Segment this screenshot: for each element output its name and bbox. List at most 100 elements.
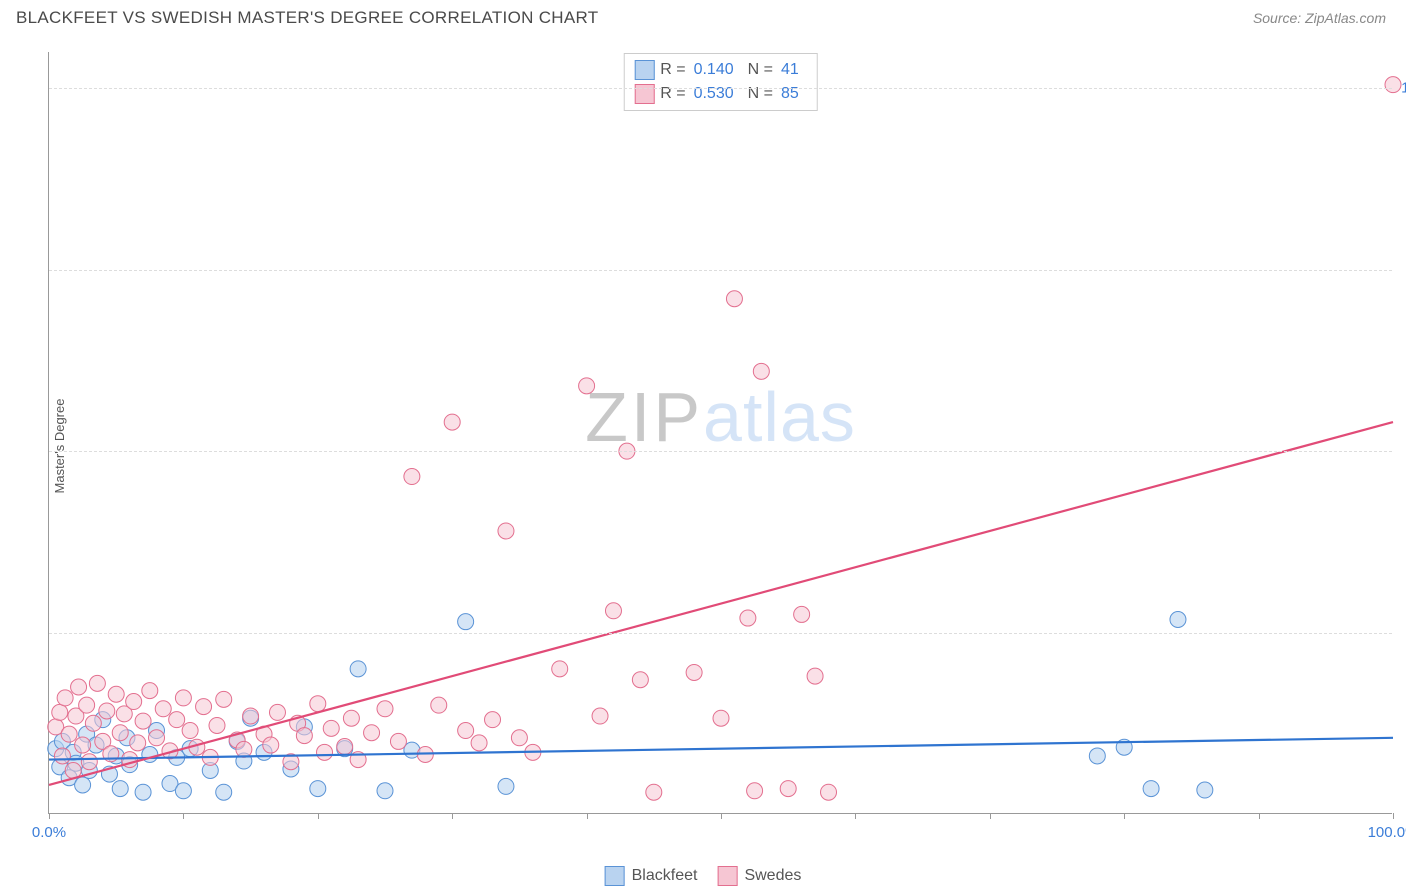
data-point <box>404 469 420 485</box>
data-point <box>390 733 406 749</box>
scatter-svg <box>49 52 1392 813</box>
chart-plot-area: ZIPatlas R = 0.140N = 41R = 0.530N = 85 … <box>48 52 1392 814</box>
data-point <box>126 694 142 710</box>
x-tick <box>183 813 184 819</box>
y-tick-label: 100.0% <box>1397 80 1406 97</box>
data-point <box>511 730 527 746</box>
data-point <box>753 363 769 379</box>
gridline <box>49 451 1392 452</box>
chart-title: BLACKFEET VS SWEDISH MASTER'S DEGREE COR… <box>16 8 598 28</box>
data-point <box>81 754 97 770</box>
data-point <box>130 735 146 751</box>
data-point <box>85 715 101 731</box>
data-point <box>310 781 326 797</box>
data-point <box>216 691 232 707</box>
data-point <box>726 291 742 307</box>
chart-source: Source: ZipAtlas.com <box>1253 10 1386 26</box>
x-tick <box>452 813 453 819</box>
legend-n-value: 41 <box>779 61 807 79</box>
x-tick-label: 0.0% <box>32 824 66 841</box>
data-point <box>1170 612 1186 628</box>
legend-series-item: Swedes <box>717 866 801 886</box>
y-tick-label: 75.0% <box>1397 261 1406 278</box>
data-point <box>592 708 608 724</box>
data-point <box>498 523 514 539</box>
data-point <box>1089 748 1105 764</box>
legend-series-item: Blackfeet <box>605 866 698 886</box>
data-point <box>79 697 95 713</box>
data-point <box>155 701 171 717</box>
legend-swatch <box>717 866 737 886</box>
data-point <box>89 675 105 691</box>
data-point <box>579 378 595 394</box>
y-tick-label: 25.0% <box>1397 624 1406 641</box>
x-tick <box>990 813 991 819</box>
data-point <box>112 781 128 797</box>
gridline <box>49 270 1392 271</box>
data-point <box>458 614 474 630</box>
data-point <box>444 414 460 430</box>
data-point <box>71 679 87 695</box>
chart-header: BLACKFEET VS SWEDISH MASTER'S DEGREE COR… <box>0 0 1406 32</box>
data-point <box>99 703 115 719</box>
legend-r-value: 0.140 <box>692 61 742 79</box>
data-point <box>646 784 662 800</box>
data-point <box>169 712 185 728</box>
data-point <box>149 730 165 746</box>
data-point <box>552 661 568 677</box>
legend-series-label: Blackfeet <box>632 867 698 885</box>
data-point <box>605 603 621 619</box>
data-point <box>310 696 326 712</box>
data-point <box>57 690 73 706</box>
x-tick <box>1124 813 1125 819</box>
data-point <box>780 781 796 797</box>
data-point <box>175 690 191 706</box>
data-point <box>243 708 259 724</box>
data-point <box>740 610 756 626</box>
legend-series: Blackfeet Swedes <box>605 866 802 886</box>
x-tick <box>587 813 588 819</box>
x-tick <box>1393 813 1394 819</box>
x-tick <box>855 813 856 819</box>
x-tick <box>721 813 722 819</box>
data-point <box>431 697 447 713</box>
data-point <box>821 784 837 800</box>
y-tick-label: 50.0% <box>1397 443 1406 460</box>
x-tick-label: 100.0% <box>1368 824 1406 841</box>
gridline <box>49 633 1392 634</box>
data-point <box>458 723 474 739</box>
data-point <box>1197 782 1213 798</box>
data-point <box>1143 781 1159 797</box>
data-point <box>236 741 252 757</box>
data-point <box>364 725 380 741</box>
data-point <box>175 783 191 799</box>
data-point <box>112 725 128 741</box>
data-point <box>216 784 232 800</box>
data-point <box>75 737 91 753</box>
gridline <box>49 88 1392 89</box>
data-point <box>377 701 393 717</box>
legend-stats: R = 0.140N = 41R = 0.530N = 85 <box>623 53 818 111</box>
legend-r-label: R = <box>660 61 685 79</box>
legend-stats-row: R = 0.140 N = 41 <box>634 58 807 82</box>
legend-series-label: Swedes <box>744 867 801 885</box>
data-point <box>807 668 823 684</box>
data-point <box>135 713 151 729</box>
data-point <box>686 664 702 680</box>
data-point <box>485 712 501 728</box>
data-point <box>75 777 91 793</box>
data-point <box>323 720 339 736</box>
data-point <box>350 661 366 677</box>
data-point <box>263 737 279 753</box>
data-point <box>296 728 312 744</box>
data-point <box>632 672 648 688</box>
data-point <box>269 704 285 720</box>
data-point <box>343 710 359 726</box>
data-point <box>794 606 810 622</box>
data-point <box>52 704 68 720</box>
legend-n-label: N = <box>748 61 773 79</box>
x-tick <box>49 813 50 819</box>
x-tick <box>318 813 319 819</box>
data-point <box>135 784 151 800</box>
data-point <box>713 710 729 726</box>
